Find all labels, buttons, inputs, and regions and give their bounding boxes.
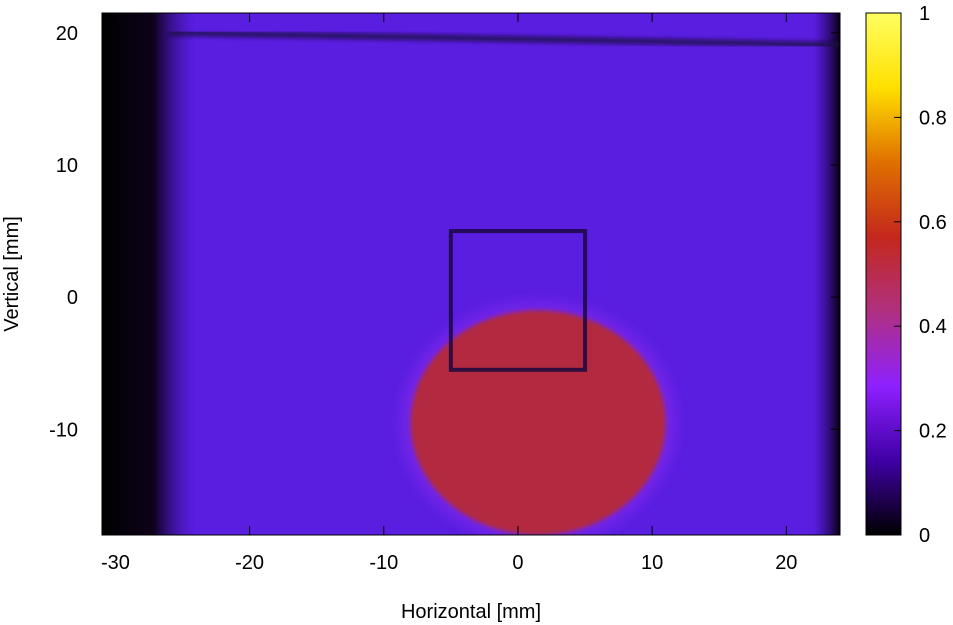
y-axis-label: Vertical [mm] xyxy=(1,216,23,332)
colorbar-tick-label: 0.8 xyxy=(919,107,947,129)
y-tick-label: -10 xyxy=(49,419,78,441)
x-tick-label: 0 xyxy=(512,552,523,574)
colorbar-tick-label: 0.4 xyxy=(919,316,947,338)
heatmap-image xyxy=(102,13,840,535)
y-tick-label: 20 xyxy=(56,23,78,45)
x-tick-label: 10 xyxy=(641,552,663,574)
hot-region-core xyxy=(410,310,666,535)
grid-shadow-horizontal xyxy=(169,29,840,48)
x-tick-label: -20 xyxy=(235,552,264,574)
colorbar-tick-label: 0.6 xyxy=(919,212,947,234)
colorbar-gradient xyxy=(865,12,902,536)
x-tick-label: -30 xyxy=(101,552,130,574)
colorbar-tick-label: 1 xyxy=(919,3,930,25)
inner-square-shadow xyxy=(448,229,588,372)
dark-right-edge xyxy=(813,13,840,535)
y-tick-label: 10 xyxy=(56,155,78,177)
dark-left-edge xyxy=(102,13,196,535)
x-axis: -30 -20 -10 0 10 20 xyxy=(101,13,797,574)
plot-frame xyxy=(101,12,841,536)
colorbar-tick-label: 0 xyxy=(919,525,930,547)
x-axis-label: Horizontal [mm] xyxy=(401,601,541,623)
colorbar-tick-label: 0.2 xyxy=(919,421,947,443)
y-tick-label: 0 xyxy=(67,287,78,309)
x-tick-label: 20 xyxy=(775,552,797,574)
colorbar: 0 0.2 0.4 0.6 0.8 1 xyxy=(865,3,947,547)
x-tick-label: -10 xyxy=(369,552,398,574)
y-axis: -10 0 10 20 xyxy=(49,23,840,441)
